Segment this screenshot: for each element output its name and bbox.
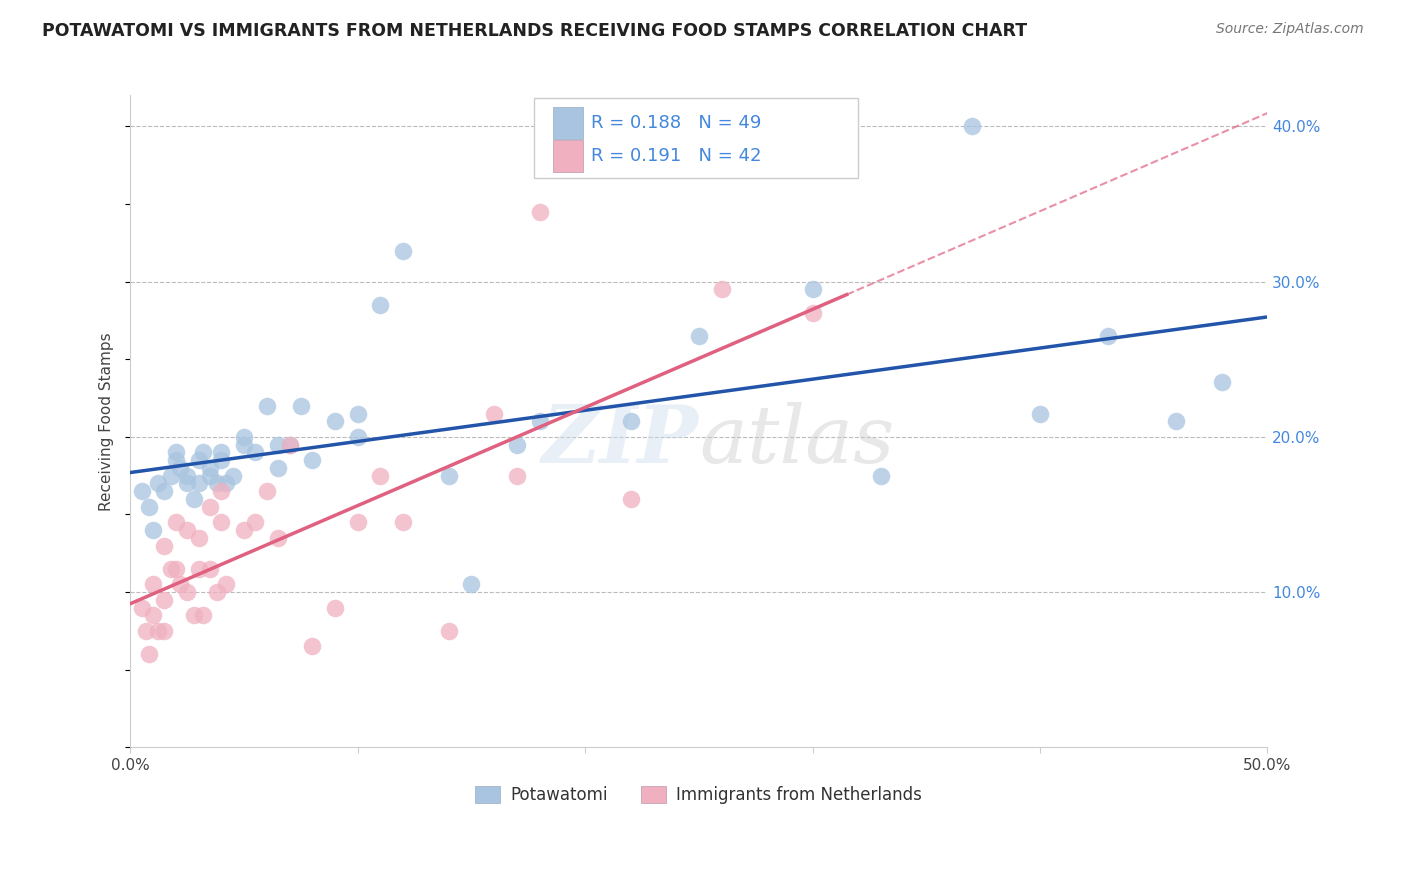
Point	[960, 120, 983, 134]
Text: R = 0.191   N = 42: R = 0.191 N = 42	[591, 147, 761, 165]
Point	[370, 298, 392, 312]
Point	[153, 624, 176, 638]
Point	[245, 515, 267, 529]
Point	[138, 500, 160, 514]
Point	[506, 468, 529, 483]
Point	[278, 437, 301, 451]
Point	[869, 468, 891, 483]
Point	[209, 453, 232, 467]
Point	[205, 585, 228, 599]
Point	[1166, 414, 1188, 428]
Point	[1097, 329, 1119, 343]
Point	[176, 468, 198, 483]
Point	[205, 476, 228, 491]
Point	[1029, 407, 1052, 421]
Point	[215, 476, 238, 491]
Point	[267, 461, 290, 475]
Text: R = 0.188   N = 49: R = 0.188 N = 49	[591, 113, 761, 131]
Point	[183, 491, 205, 506]
Point	[346, 515, 368, 529]
Point	[169, 461, 191, 475]
Point	[198, 562, 221, 576]
Point	[392, 515, 415, 529]
Point	[245, 445, 267, 459]
Point	[209, 515, 232, 529]
Point	[301, 640, 323, 654]
Point	[267, 531, 290, 545]
Point	[131, 484, 153, 499]
Point	[323, 600, 346, 615]
Point	[165, 515, 187, 529]
Point	[176, 523, 198, 537]
Point	[169, 577, 191, 591]
Point	[256, 399, 278, 413]
Point	[131, 600, 153, 615]
Point	[183, 608, 205, 623]
Point	[482, 407, 505, 421]
Point	[165, 453, 187, 467]
Point	[346, 430, 368, 444]
Point	[135, 624, 157, 638]
Point	[153, 539, 176, 553]
Y-axis label: Receiving Food Stamps: Receiving Food Stamps	[100, 332, 114, 510]
Text: atlas: atlas	[699, 402, 894, 480]
Point	[146, 624, 169, 638]
Point	[688, 329, 710, 343]
Point	[437, 468, 460, 483]
Point	[165, 445, 187, 459]
Point	[710, 282, 733, 296]
Point	[209, 445, 232, 459]
Point	[160, 468, 183, 483]
Point	[301, 453, 323, 467]
Point	[620, 414, 643, 428]
Point	[620, 491, 643, 506]
Point	[153, 592, 176, 607]
Point	[198, 461, 221, 475]
Point	[278, 437, 301, 451]
Point	[460, 577, 482, 591]
Point	[267, 437, 290, 451]
Point	[437, 624, 460, 638]
Point	[233, 523, 256, 537]
Point	[142, 577, 165, 591]
Point	[392, 244, 415, 258]
Point	[221, 468, 243, 483]
Legend: Potawatomi, Immigrants from Netherlands: Potawatomi, Immigrants from Netherlands	[468, 780, 929, 811]
Text: POTAWATOMI VS IMMIGRANTS FROM NETHERLANDS RECEIVING FOOD STAMPS CORRELATION CHAR: POTAWATOMI VS IMMIGRANTS FROM NETHERLAND…	[42, 22, 1028, 40]
Point	[529, 204, 551, 219]
Point	[256, 484, 278, 499]
Point	[801, 282, 824, 296]
Point	[233, 437, 256, 451]
Point	[142, 608, 165, 623]
Point	[176, 585, 198, 599]
Point	[215, 577, 238, 591]
Point	[198, 468, 221, 483]
Point	[153, 484, 176, 499]
Point	[138, 647, 160, 661]
Point	[165, 562, 187, 576]
Point	[506, 437, 529, 451]
Point	[1211, 376, 1233, 390]
Point	[290, 399, 312, 413]
Point	[176, 476, 198, 491]
Point	[142, 523, 165, 537]
Point	[370, 468, 392, 483]
Text: ZIP: ZIP	[541, 402, 699, 480]
Point	[209, 484, 232, 499]
Point	[146, 476, 169, 491]
Point	[529, 414, 551, 428]
Point	[801, 305, 824, 319]
Point	[346, 407, 368, 421]
Point	[191, 608, 214, 623]
Point	[187, 562, 209, 576]
Point	[160, 562, 183, 576]
Text: Source: ZipAtlas.com: Source: ZipAtlas.com	[1216, 22, 1364, 37]
Point	[233, 430, 256, 444]
Point	[198, 500, 221, 514]
Point	[191, 445, 214, 459]
Point	[323, 414, 346, 428]
Point	[187, 476, 209, 491]
Point	[187, 453, 209, 467]
Point	[187, 531, 209, 545]
